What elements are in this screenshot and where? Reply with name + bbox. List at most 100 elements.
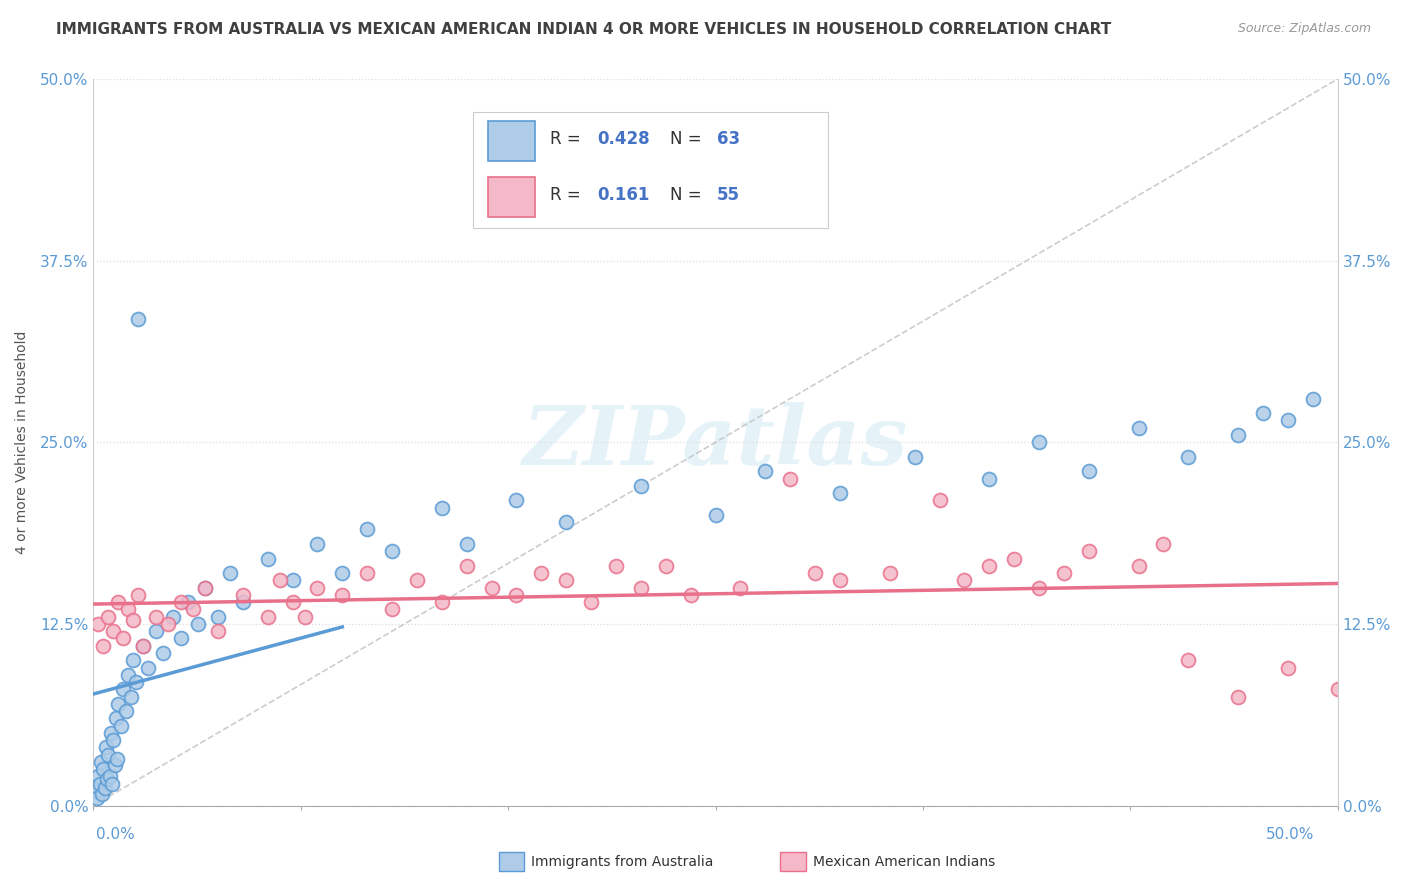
Point (91, 787, 114, 801)
Point (505, 588, 527, 602)
Point (1128, 421, 1150, 435)
Point (269, 574, 291, 588)
Point (1326, 682, 1348, 697)
Point (779, 472, 801, 486)
Point (555, 574, 578, 588)
Text: Immigrants from Australia: Immigrants from Australia (531, 855, 714, 869)
FancyBboxPatch shape (488, 121, 536, 161)
Point (256, 551, 278, 566)
Point (430, 500, 453, 515)
Point (169, 632, 191, 646)
Point (1227, 428, 1250, 442)
Point (194, 581, 217, 595)
Text: N =: N = (669, 130, 706, 148)
Point (125, 675, 148, 690)
Point (1077, 544, 1099, 558)
Text: 0.161: 0.161 (598, 186, 650, 204)
Point (456, 558, 478, 573)
Point (605, 558, 627, 573)
Text: 0.0%: 0.0% (96, 827, 135, 841)
Point (114, 704, 136, 718)
Point (456, 537, 478, 551)
Point (1128, 558, 1150, 573)
Point (97, 747, 120, 762)
Point (177, 595, 200, 609)
Point (232, 595, 254, 609)
Point (307, 537, 329, 551)
Point (579, 595, 602, 609)
Point (112, 632, 135, 646)
Point (505, 493, 527, 508)
Text: IMMIGRANTS FROM AUSTRALIA VS MEXICAN AMERICAN INDIAN 4 OR MORE VEHICLES IN HOUSE: IMMIGRANTS FROM AUSTRALIA VS MEXICAN AME… (56, 22, 1112, 37)
Point (132, 639, 155, 653)
Text: 0.428: 0.428 (598, 130, 650, 148)
Point (1002, 551, 1025, 566)
Point (704, 508, 727, 522)
Point (87, 616, 110, 631)
Point (117, 667, 139, 681)
Point (356, 523, 378, 537)
Point (1227, 690, 1250, 704)
Point (356, 566, 378, 580)
Point (630, 479, 652, 493)
Point (127, 588, 149, 602)
Point (194, 581, 217, 595)
Point (330, 566, 353, 580)
Point (169, 595, 191, 609)
Point (98, 770, 121, 784)
Point (281, 595, 304, 609)
Point (97, 609, 120, 624)
Point (93, 781, 115, 796)
Point (1152, 537, 1174, 551)
Text: ZIPatlas: ZIPatlas (523, 402, 908, 483)
Point (104, 711, 127, 725)
Point (103, 733, 125, 747)
Point (754, 464, 776, 478)
Point (381, 544, 404, 558)
Text: 55: 55 (717, 186, 740, 204)
Point (1302, 392, 1324, 406)
Point (136, 660, 159, 674)
Point (330, 588, 353, 602)
Point (1251, 406, 1274, 420)
Point (804, 566, 827, 580)
Point (145, 624, 167, 639)
Point (145, 609, 167, 624)
Point (406, 574, 429, 588)
Text: 50.0%: 50.0% (1267, 827, 1315, 841)
Text: Source: ZipAtlas.com: Source: ZipAtlas.com (1237, 22, 1371, 36)
Point (904, 450, 927, 464)
Point (162, 609, 184, 624)
Point (127, 311, 149, 326)
Point (1053, 566, 1076, 580)
Point (679, 588, 702, 602)
Point (953, 574, 976, 588)
Point (1028, 435, 1050, 450)
Point (122, 653, 145, 667)
Point (101, 777, 124, 791)
Point (187, 616, 209, 631)
Point (207, 624, 229, 639)
Point (655, 558, 678, 573)
Y-axis label: 4 or more Vehicles in Household: 4 or more Vehicles in Household (15, 331, 30, 554)
Point (294, 609, 316, 624)
Point (122, 613, 145, 627)
Point (430, 595, 453, 609)
Point (1077, 464, 1099, 478)
Text: Mexican American Indians: Mexican American Indians (813, 855, 995, 869)
Point (157, 616, 180, 631)
Point (530, 566, 553, 580)
Point (481, 581, 503, 595)
Point (307, 581, 329, 595)
Point (828, 574, 851, 588)
Point (84, 784, 107, 798)
Point (105, 752, 128, 766)
Point (1277, 413, 1299, 427)
Point (87, 770, 110, 784)
Point (381, 602, 404, 616)
Point (132, 639, 155, 653)
FancyBboxPatch shape (488, 178, 536, 217)
Point (281, 574, 304, 588)
Point (117, 602, 139, 616)
Point (112, 682, 135, 697)
